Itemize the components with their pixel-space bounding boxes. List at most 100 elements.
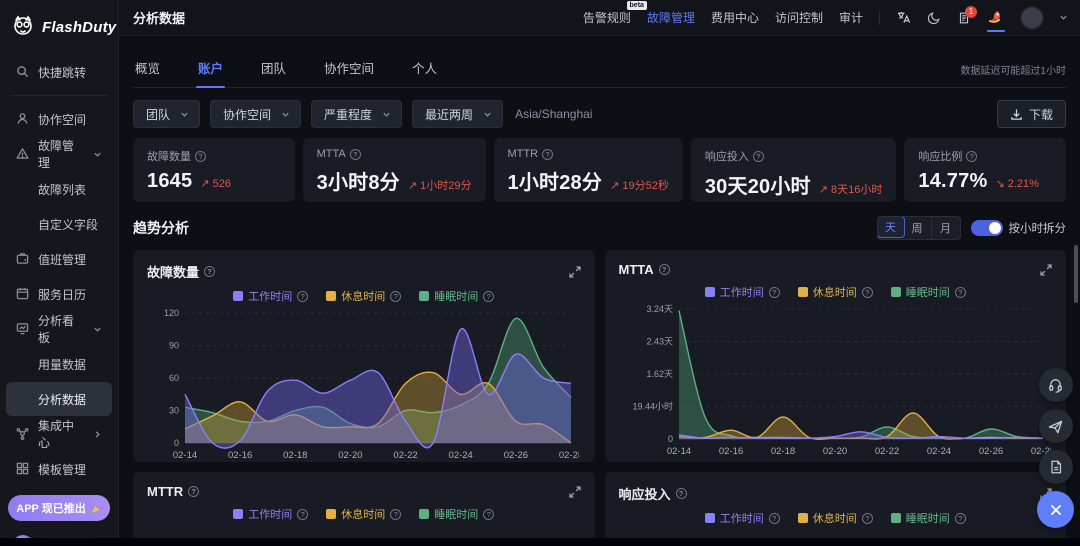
scrollbar-thumb[interactable] [1074,245,1078,303]
tab-0[interactable]: 概览 [135,62,161,76]
legend-chip [233,509,244,519]
granularity-2[interactable]: 月 [940,223,951,235]
translate-icon[interactable] [896,10,911,25]
download-button[interactable]: 下载 [996,100,1066,128]
sidebar-item-5[interactable]: 值班管理 [6,242,112,276]
kpi-delta-up: ↗ 19分52秒 [610,180,669,192]
topnav-link-0[interactable]: 告警规则 beta [583,1,647,26]
help-question-icon[interactable]: ? [768,286,780,298]
section-title: 趋势分析 [133,220,189,236]
legend-item-1[interactable]: 休息时间? [797,510,873,526]
chevron-down-icon[interactable] [1059,9,1068,27]
topnav-link-3[interactable]: 访问控制 [774,11,823,25]
filter-dropdown-1[interactable]: 协作空间 [210,100,302,128]
sidebar-item-2[interactable]: 故障管理 [6,137,112,171]
changelog-icon[interactable]: 1 [957,5,977,25]
app-promo-banner[interactable]: APP 现已推出 [8,495,110,521]
help-question-icon[interactable]: ? [297,508,309,520]
help-question-icon[interactable]: ? [483,290,495,302]
help-question-icon[interactable]: ? [768,512,780,524]
filter-dropdown-0[interactable]: 团队 [133,100,201,128]
legend-item-0[interactable]: 工作时间? [704,510,780,526]
help-question-icon[interactable]: ? [204,266,216,277]
rocket-icon[interactable] [987,7,1005,32]
sidebar-item-4[interactable]: 自定义字段 [6,207,112,241]
legend-item-2[interactable]: 睡眠时间? [890,284,966,300]
document-button[interactable] [1038,450,1073,484]
legend-chip [419,291,430,301]
kpi-label: 故障数量 [147,151,191,163]
legend-item-2[interactable]: 睡眠时间? [890,510,966,526]
help-question-icon[interactable]: ? [188,486,200,497]
expand-chart-icon[interactable] [1040,263,1052,276]
content-area: 概览 账户 团队 协作空间 个人 数据延迟可能超过1小时 团队 协作空间 严重程度 最近两周 As… [119,36,1080,546]
sidebar-item-7[interactable]: 分析看板 [6,312,112,346]
legend-item-1[interactable]: 休息时间? [326,288,402,304]
sidebar-item-9[interactable]: 分析数据 [6,382,112,416]
help-question-icon[interactable]: ? [390,508,402,520]
topnav-link-1[interactable]: 故障管理 [646,11,695,25]
help-question-icon[interactable]: ? [675,488,687,499]
svg-text:02-18: 02-18 [283,450,307,461]
close-widget-button[interactable] [1037,491,1074,528]
granularity-1[interactable]: 周 [904,217,932,239]
sidebar-item-8[interactable]: 用量数据 [6,347,112,381]
help-question-icon[interactable]: ? [297,290,309,302]
legend-item-0[interactable]: 工作时间? [704,284,780,300]
granularity-segmented-control: 天周月 [876,216,961,240]
sidebar-item-11[interactable]: 模板管理 [6,452,112,486]
beta-badge: beta [626,1,647,10]
topnav-link-2[interactable]: 费用中心 [710,11,759,25]
filter-dropdown-3[interactable]: 最近两周 [412,100,504,128]
legend-item-2[interactable]: 睡眠时间? [419,288,495,304]
chart-title: MTTA [618,262,654,277]
chart-card-0: 故障数量? 工作时间? 休息时间? 睡眠时间? 0 30 60 90 120 02-14 02-16… [133,250,595,462]
send-feedback-button[interactable] [1038,409,1073,443]
granularity-0[interactable]: 天 [877,217,905,238]
moon-icon[interactable] [927,11,941,25]
tab-1[interactable]: 账户 [196,58,226,88]
expand-chart-icon[interactable] [568,485,581,498]
sidebar-item-1[interactable]: 协作空间 [6,102,112,136]
legend-item-0[interactable]: 工作时间? [233,288,309,304]
expand-chart-icon[interactable] [568,265,581,278]
filter-dropdown-2[interactable]: 严重程度 [311,100,403,128]
chevron-down-icon [93,325,102,334]
legend-item-2[interactable]: 睡眠时间? [419,506,495,522]
sidebar-item-0[interactable]: 快捷跳转 [6,55,112,89]
sidebar-item-3[interactable]: 故障列表 [6,172,112,206]
tab-4[interactable]: 个人 [412,62,438,76]
tab-2[interactable]: 团队 [261,62,287,76]
svg-text:30: 30 [169,406,179,416]
help-question-icon[interactable]: ? [390,290,402,302]
kpi-delta-down: ↘ 2.21% [995,178,1039,190]
navbar-avatar[interactable] [1021,6,1043,29]
help-question-icon[interactable]: ? [752,150,764,162]
legend-item-1[interactable]: 休息时间? [326,506,402,522]
help-question-icon[interactable]: ? [954,286,966,298]
support-headset-button[interactable] [1038,368,1073,402]
tab-3[interactable]: 协作空间 [324,62,375,76]
help-question-icon[interactable]: ? [954,512,966,524]
help-question-icon[interactable]: ? [349,148,361,160]
help-question-icon[interactable]: ? [861,512,873,524]
svg-text:3.24天: 3.24天 [646,304,673,314]
legend-item-1[interactable]: 休息时间? [797,284,873,300]
chart-plot: 0 19.44小时 1.62天 2.43天 3.24天 02-14 02-16 02-18 02… [632,304,1055,457]
split-by-hour-toggle[interactable] [970,220,1003,236]
help-question-icon[interactable]: ? [483,508,495,520]
search-icon [16,65,30,79]
sidebar-item-label: 用量数据 [38,357,87,372]
help-question-icon[interactable]: ? [658,264,670,275]
sidebar-item-6[interactable]: 服务日历 [6,277,112,311]
brand-logo[interactable]: FlashDuty [0,0,118,52]
alert-triangle-icon [16,147,30,161]
kpi-value: 3小时8分 [316,172,400,194]
help-question-icon[interactable]: ? [966,150,978,162]
topnav-link-4[interactable]: 审计 [838,11,863,25]
sidebar-item-10[interactable]: 集成中心 [6,417,112,451]
help-question-icon[interactable]: ? [195,150,206,162]
legend-item-0[interactable]: 工作时间? [233,506,309,522]
help-question-icon[interactable]: ? [542,148,554,160]
help-question-icon[interactable]: ? [861,286,873,298]
